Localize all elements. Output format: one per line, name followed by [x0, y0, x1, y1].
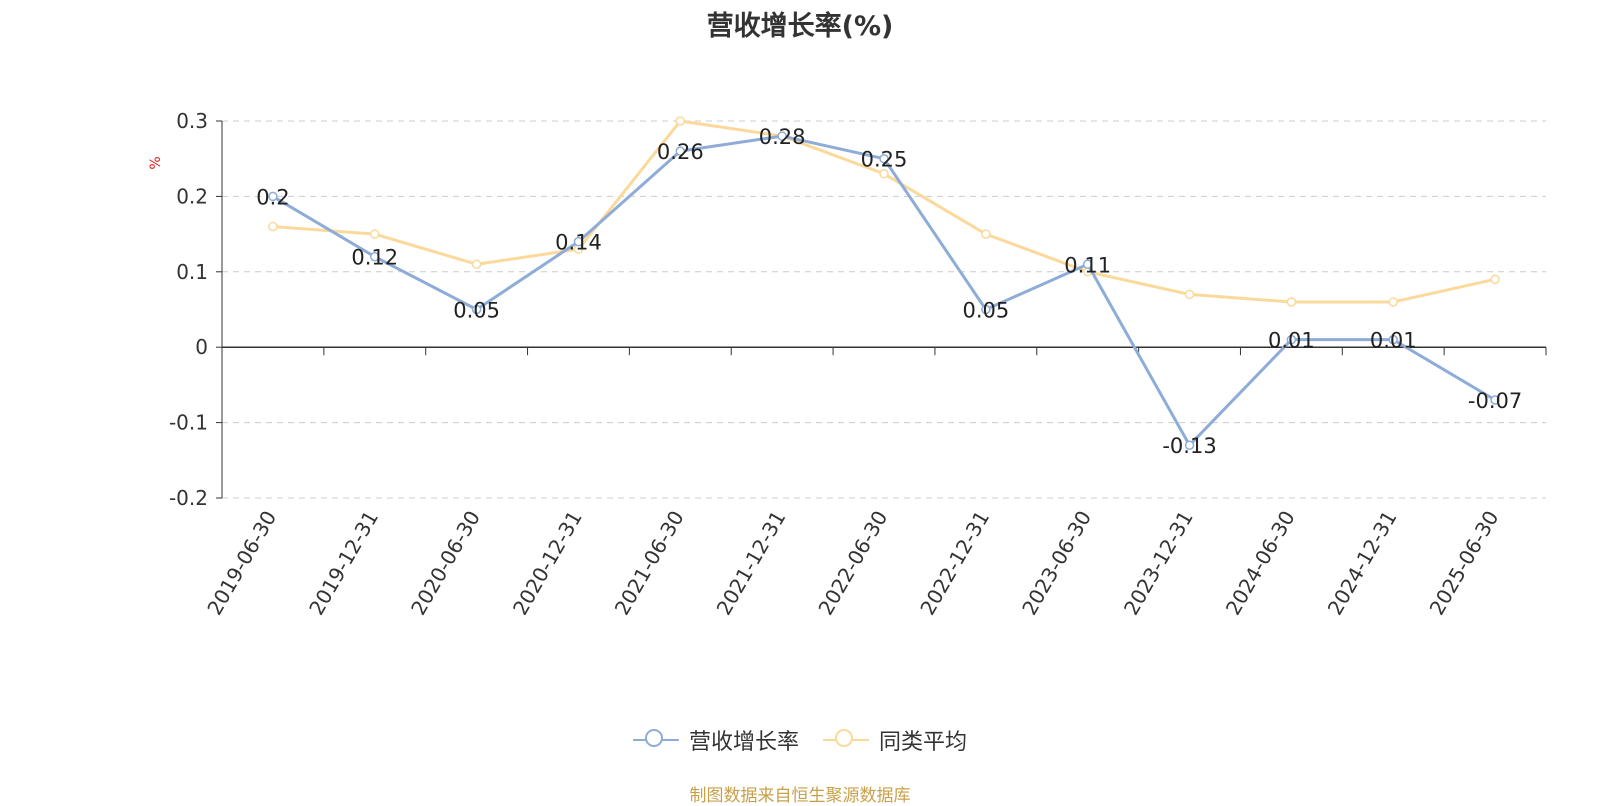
data-labels: 0.2 0.12 0.05 0.14 0.26 0.28 0.25 0.05 0.11 -0.13… [256, 125, 1522, 458]
point-revenue-growth [370, 251, 380, 262]
x-tick-label: 2022-06-30 [813, 507, 892, 620]
x-tick-label: 2022-12-31 [915, 507, 994, 620]
data-label: 0.05 [453, 299, 500, 323]
point-peer-average [879, 169, 889, 179]
point-revenue-growth [471, 304, 482, 315]
data-label: 0.14 [555, 231, 602, 255]
x-tick-label: 2024-12-31 [1323, 507, 1402, 620]
legend-item-revenue-growth[interactable]: 营收增长率 [632, 724, 799, 756]
point-revenue-growth [268, 191, 278, 202]
point-peer-average [1490, 274, 1500, 285]
y-tick-label: 0 [195, 335, 208, 359]
y-tick-label: 0.1 [176, 260, 208, 284]
data-label: 0.12 [351, 246, 398, 270]
x-tick-label: 2021-06-30 [610, 507, 689, 620]
data-label: 0.11 [1064, 253, 1111, 277]
point-revenue-growth [1184, 440, 1195, 450]
point-revenue-growth [879, 153, 889, 164]
point-peer-average [981, 229, 991, 239]
data-label: 0.2 [256, 185, 289, 209]
x-tick-label: 2021-12-31 [712, 507, 791, 620]
data-label: 0.05 [962, 299, 1009, 323]
point-revenue-growth [1388, 334, 1398, 345]
data-label: -0.13 [1162, 434, 1216, 458]
data-label: 0.01 [1268, 329, 1315, 353]
x-tick-label: 2023-12-31 [1119, 507, 1198, 620]
point-revenue-growth [777, 131, 787, 141]
x-tick-label: 2024-06-30 [1221, 507, 1300, 620]
legend-label-revenue-growth: 营收增长率 [688, 730, 799, 755]
point-revenue-growth [1082, 259, 1093, 270]
x-tick-label: 2023-06-30 [1017, 507, 1096, 620]
point-peer-average [370, 229, 380, 239]
point-peer-average [1286, 297, 1297, 307]
series-line-revenue-growth [272, 134, 1496, 447]
x-tick-label: 2020-06-30 [406, 506, 485, 619]
point-peer-average [675, 116, 686, 126]
x-tick-label: 2019-06-30 [202, 507, 281, 620]
source-note: 制图数据来自恒生聚源数据库 [689, 786, 911, 806]
x-tick-label: 2019-12-31 [304, 507, 383, 620]
legend-marker-peer-average [823, 729, 869, 751]
point-peer-average [1388, 297, 1398, 307]
y-tick-label: 0.2 [176, 184, 208, 208]
point-peer-average [268, 221, 278, 232]
chart-legend: 营收增长率 同类平均 [0, 724, 1600, 756]
y-tick-label: -0.1 [169, 411, 208, 435]
legend-item-peer-average[interactable]: 同类平均 [823, 724, 967, 756]
point-revenue-growth [675, 146, 686, 156]
legend-label-peer-average: 同类平均 [879, 730, 968, 755]
data-label: 0.25 [861, 148, 908, 172]
data-label: 0.01 [1370, 329, 1417, 353]
y-tick-label: -0.2 [169, 486, 208, 510]
point-revenue-growth [1286, 334, 1297, 345]
point-peer-average [471, 259, 482, 270]
series-lines [268, 116, 1500, 450]
point-revenue-growth [1490, 395, 1500, 405]
data-label: 0.28 [759, 125, 806, 149]
y-axis-label: % [148, 156, 164, 169]
legend-marker-revenue-growth [632, 729, 679, 751]
y-tick-label: 0.3 [176, 109, 208, 133]
grid-lines [222, 120, 1546, 499]
x-tick-label: 2020-12-31 [508, 507, 587, 620]
data-label: 0.26 [657, 140, 704, 164]
chart-title: 营收增长率(%) [706, 11, 894, 42]
point-revenue-growth [573, 236, 584, 247]
data-label: -0.07 [1468, 389, 1522, 413]
x-tick-label: 2025-06-30 [1425, 507, 1504, 620]
point-revenue-growth [981, 304, 991, 315]
point-peer-average [1184, 289, 1195, 300]
